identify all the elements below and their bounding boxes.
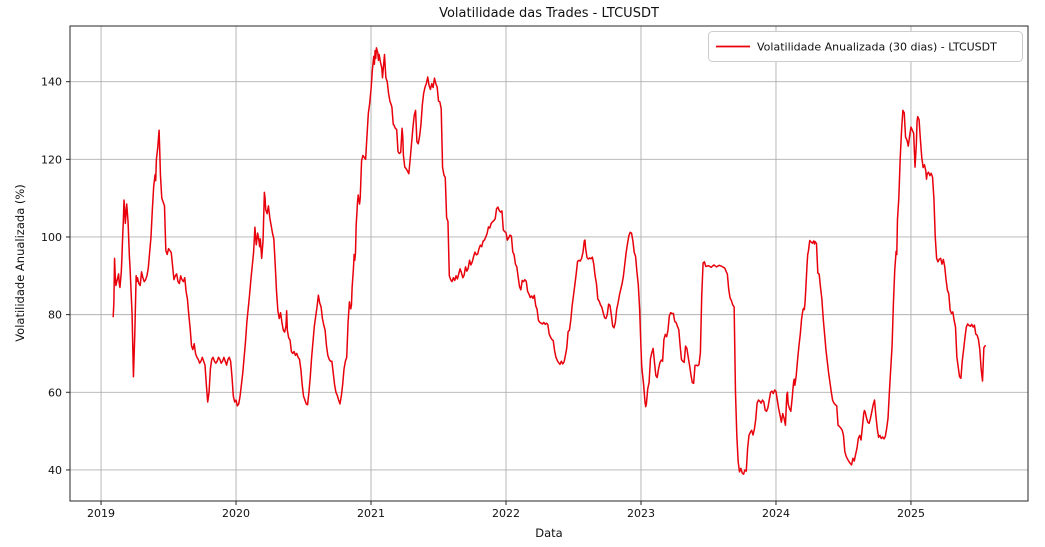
x-tick-label: 2022 <box>492 507 520 520</box>
legend-box <box>708 31 1023 62</box>
axis-ticks: 2019 2020 2021 2022 2023 2024 2025 40 60 80 100 120… <box>41 76 925 520</box>
x-tick-label: 2023 <box>627 507 655 520</box>
chart-title: Volatilidade das Trades - LTCUSDT <box>439 6 659 21</box>
y-tick-label: 60 <box>48 386 62 399</box>
grid-lines <box>70 26 1028 501</box>
y-axis-label: Volatilidade Anualizada (%) <box>13 184 27 342</box>
series-layer <box>112 47 986 475</box>
x-tick-label: 2021 <box>357 507 385 520</box>
legend: Volatilidade Anualizada (30 dias) - LTCU… <box>708 31 1023 62</box>
y-tick-label: 80 <box>48 309 62 322</box>
x-tick-label: 2020 <box>222 507 250 520</box>
x-axis-label: Data <box>535 526 562 540</box>
y-tick-label: 40 <box>48 464 62 477</box>
legend-label: Volatilidade Anualizada (30 dias) - LTCU… <box>757 41 997 54</box>
plot-frame <box>69 25 1029 502</box>
y-tick-label: 120 <box>41 153 62 166</box>
x-tick-label: 2024 <box>762 507 790 520</box>
volatility-series-line <box>112 47 986 475</box>
x-tick-label: 2019 <box>87 507 115 520</box>
x-tick-label: 2025 <box>897 507 925 520</box>
y-tick-label: 140 <box>41 76 62 89</box>
y-tick-label: 100 <box>41 231 62 244</box>
